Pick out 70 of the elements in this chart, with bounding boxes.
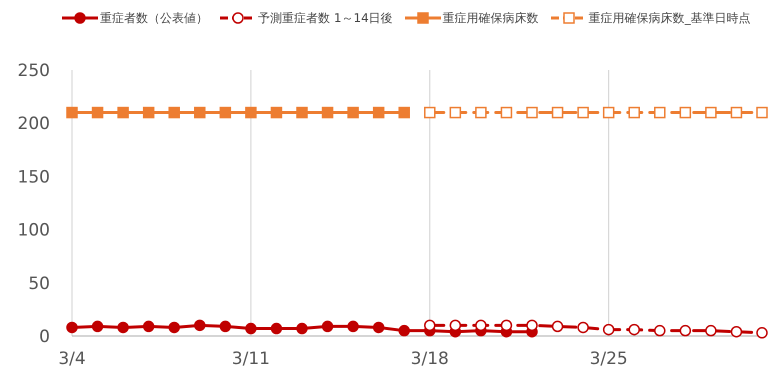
point bbox=[117, 322, 129, 334]
point bbox=[756, 327, 768, 339]
point bbox=[168, 106, 180, 118]
point bbox=[270, 322, 282, 334]
point bbox=[680, 324, 692, 336]
point bbox=[398, 106, 410, 118]
point bbox=[654, 106, 666, 118]
point bbox=[705, 106, 717, 118]
x-tick-label: 3/4 bbox=[58, 349, 86, 369]
point bbox=[322, 106, 334, 118]
point bbox=[602, 324, 614, 336]
point bbox=[552, 106, 564, 118]
x-tick-label: 3/18 bbox=[410, 349, 449, 369]
point bbox=[705, 324, 717, 336]
point bbox=[347, 106, 359, 118]
y-tick-label: 50 bbox=[28, 274, 50, 294]
point bbox=[552, 320, 564, 332]
point bbox=[628, 324, 640, 336]
point bbox=[168, 322, 180, 334]
y-tick-label: 0 bbox=[39, 327, 50, 347]
point bbox=[296, 322, 308, 334]
x-tick-label: 3/11 bbox=[232, 349, 270, 369]
point bbox=[220, 320, 232, 332]
point bbox=[577, 322, 589, 334]
point bbox=[194, 320, 206, 332]
point bbox=[526, 320, 538, 332]
point bbox=[526, 106, 538, 118]
point bbox=[628, 106, 640, 118]
point bbox=[450, 320, 462, 332]
point bbox=[117, 106, 129, 118]
point bbox=[680, 106, 692, 118]
point bbox=[372, 322, 384, 334]
point bbox=[66, 322, 78, 334]
point bbox=[475, 106, 487, 118]
point bbox=[730, 106, 742, 118]
y-tick-label: 250 bbox=[18, 61, 50, 81]
y-tick-label: 100 bbox=[18, 220, 50, 241]
point bbox=[424, 106, 436, 118]
point bbox=[756, 106, 768, 118]
legend-label: 予測重症者数 1～14日後 bbox=[258, 10, 393, 27]
point bbox=[194, 106, 206, 118]
point bbox=[500, 106, 512, 118]
point bbox=[730, 326, 742, 338]
point bbox=[577, 106, 589, 118]
legend-label: 重症用確保病床数_基準日時点 bbox=[588, 10, 751, 27]
point bbox=[296, 106, 308, 118]
point bbox=[245, 322, 257, 334]
point bbox=[322, 320, 334, 332]
y-tick-label: 150 bbox=[18, 167, 50, 188]
point bbox=[92, 106, 104, 118]
point bbox=[66, 106, 78, 118]
point bbox=[398, 324, 410, 336]
legend-label: 重症用確保病床数 bbox=[442, 10, 539, 27]
point bbox=[142, 320, 154, 332]
legend-label: 重症者数（公表値） bbox=[100, 10, 208, 27]
x-tick-label: 3/25 bbox=[590, 349, 628, 369]
point bbox=[142, 106, 154, 118]
point bbox=[424, 320, 436, 332]
point bbox=[450, 106, 462, 118]
point bbox=[245, 106, 257, 118]
point bbox=[220, 106, 232, 118]
point bbox=[475, 320, 487, 332]
point bbox=[92, 320, 104, 332]
y-tick-label: 200 bbox=[18, 114, 50, 134]
point bbox=[500, 320, 512, 332]
point bbox=[654, 324, 666, 336]
point bbox=[270, 106, 282, 118]
point bbox=[602, 106, 614, 118]
point bbox=[347, 320, 359, 332]
point bbox=[372, 106, 384, 118]
